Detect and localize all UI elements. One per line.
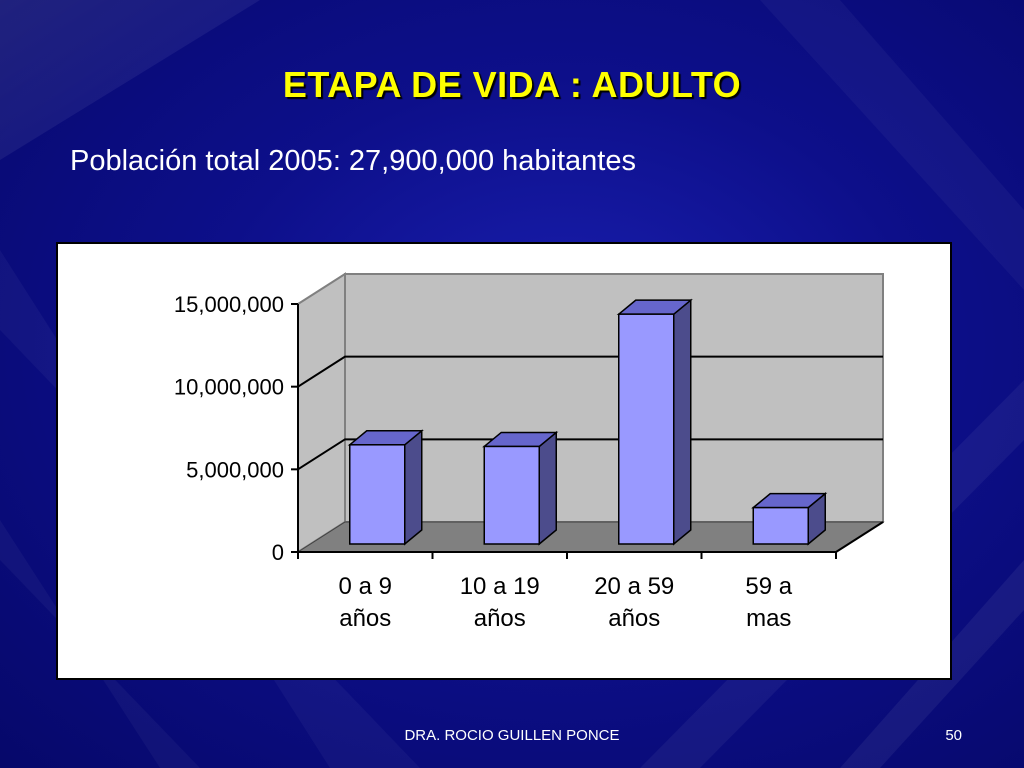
bar <box>618 313 675 545</box>
slide-footer: DRA. ROCIO GUILLEN PONCE <box>404 727 620 744</box>
y-tick-label: 5,000,000 <box>186 457 284 482</box>
x-tick-label: 10 a 19 <box>460 573 540 600</box>
x-tick-label: años <box>339 605 391 632</box>
y-tick-label: 0 <box>272 540 284 565</box>
chart-side-wall <box>297 272 346 554</box>
bar <box>483 445 540 545</box>
x-tick-label: años <box>608 605 660 632</box>
y-tick-label: 10,000,000 <box>174 375 284 400</box>
y-tick-label: 15,000,000 <box>174 292 284 317</box>
bar-side <box>673 298 692 546</box>
bar-chart: 0 5,000,000 10,000,000 15,000,000 0 a 9 años 1… <box>174 272 885 632</box>
x-tick-label: 59 a <box>745 573 792 600</box>
slide-subtitle: Población total 2005: 27,900,000 habitan… <box>70 145 636 177</box>
x-tick-label: 0 a 9 <box>339 573 392 600</box>
chart-panel: 0 5,000,000 10,000,000 15,000,000 0 a 9 años 1… <box>56 242 952 680</box>
x-tick-label: años <box>474 605 526 632</box>
chart-back-wall <box>344 273 884 523</box>
x-tick-label: mas <box>746 605 791 632</box>
page-number: 50 <box>945 727 962 744</box>
bar-side <box>404 429 423 546</box>
floor-edge <box>835 521 884 553</box>
bar <box>752 506 809 545</box>
slide-title: ETAPA DE VIDA : ADULTO <box>282 64 742 105</box>
bar-side <box>538 430 557 546</box>
bar <box>349 444 406 545</box>
x-tick-label: 20 a 59 <box>594 573 674 600</box>
gridline <box>297 355 883 388</box>
gridline <box>297 438 883 471</box>
